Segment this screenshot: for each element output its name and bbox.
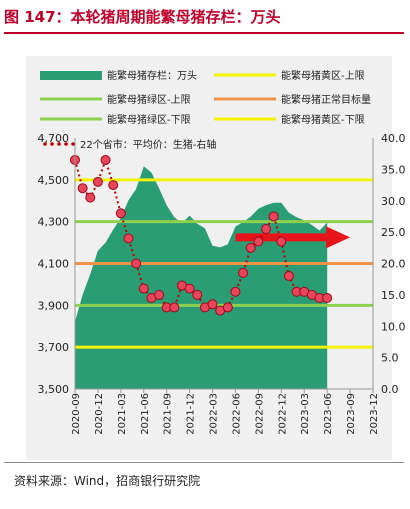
y-left-tick-label: 4,100 xyxy=(38,258,70,271)
legend-label-dots: 22个省市：平均价：生猪-右轴 xyxy=(80,138,216,151)
legend-dot-marker xyxy=(64,142,68,146)
dot-point-23 xyxy=(238,267,249,278)
dot-point-26 xyxy=(261,223,272,234)
legend-label-3: 能繁母猪正常目标量 xyxy=(281,93,371,106)
y-left-tick-label: 4,700 xyxy=(38,132,70,145)
arrow-head xyxy=(326,226,351,249)
source-note: 资料来源：Wind，招商银行研究院 xyxy=(14,474,201,488)
legend-dot-marker xyxy=(71,142,75,146)
dot-point-2 xyxy=(77,183,88,194)
dot-point-25 xyxy=(253,236,264,247)
x-tick-label: 2021-09 xyxy=(163,393,174,435)
dot-point-14 xyxy=(169,302,180,313)
x-tick-label: 2022-12 xyxy=(277,393,288,435)
y-left-tick-label: 3,700 xyxy=(38,341,70,354)
dot-point-34 xyxy=(322,293,333,304)
dots-layer xyxy=(70,154,333,316)
dot-point-5 xyxy=(100,154,111,165)
x-tick-label: 2023-12 xyxy=(369,393,380,435)
dot-point-29 xyxy=(283,271,294,282)
footer-divider xyxy=(4,462,404,463)
x-tick-label: 2022-03 xyxy=(209,393,220,435)
dot-point-6 xyxy=(108,180,119,191)
y-left-tick-label: 4,300 xyxy=(38,216,70,229)
dot-point-8 xyxy=(123,233,134,244)
x-tick-label: 2021-12 xyxy=(186,393,197,435)
x-tick-label: 2020-09 xyxy=(71,393,82,435)
legend-label-2: 能繁母猪绿区-上限 xyxy=(107,93,191,106)
dot-point-9 xyxy=(131,258,142,269)
y-right-tick-label: 10.0 xyxy=(381,320,406,333)
dot-point-7 xyxy=(115,208,126,219)
legend-swatch-0 xyxy=(40,71,102,80)
y-right-tick-label: 5.0 xyxy=(381,352,399,365)
dot-point-21 xyxy=(222,302,233,313)
x-tick-label: 2023-06 xyxy=(323,393,334,435)
legend-dot-marker xyxy=(43,142,47,146)
legend-dot-marker xyxy=(57,142,61,146)
legend-dot-marker xyxy=(50,142,54,146)
dot-point-16 xyxy=(184,283,195,294)
chart: 3,500 3,700 3,900 4,100 4,300 4,500 4,700 0.0 5.… xyxy=(26,56,406,460)
dot-point-17 xyxy=(192,289,203,300)
x-tick-label: 2022-06 xyxy=(231,393,242,435)
x-tick-label: 2022-09 xyxy=(254,393,265,435)
y-right-tick-label: 15.0 xyxy=(381,289,406,302)
dot-point-28 xyxy=(276,236,287,247)
legend-label-4: 能繁母猪绿区-下限 xyxy=(107,113,191,126)
y-right-tick-label: 30.0 xyxy=(381,195,406,208)
y-right-tick-label: 35.0 xyxy=(381,163,406,176)
x-tick-label: 2020-12 xyxy=(94,393,105,435)
axes-layer: 3,500 3,700 3,900 4,100 4,300 4,500 4,700 0.0 5.… xyxy=(38,132,406,435)
legend-label-5: 能繁母猪黄区-下限 xyxy=(281,113,365,126)
dot-point-10 xyxy=(138,283,149,294)
x-tick-label: 2021-03 xyxy=(117,393,128,435)
y-right-tick-label: 25.0 xyxy=(381,226,406,239)
y-left-tick-label: 3,900 xyxy=(38,299,70,312)
y-left-tick-label: 4,500 xyxy=(38,174,70,187)
dot-point-3 xyxy=(85,192,96,203)
legend-label-0: 能繁母猪存栏：万头 xyxy=(107,69,197,82)
x-tick-label: 2021-06 xyxy=(140,393,151,435)
y-right-tick-label: 0.0 xyxy=(381,383,399,396)
figure-title: 图 147：本轮猪周期能繁母猪存栏：万头 xyxy=(4,8,281,26)
y-right-tick-label: 20.0 xyxy=(381,258,406,271)
dot-point-19 xyxy=(207,299,218,310)
y-right-tick-label: 40.0 xyxy=(381,132,406,145)
y-left-tick-label: 3,500 xyxy=(38,383,70,396)
dot-point-12 xyxy=(154,289,165,300)
title-divider xyxy=(4,32,404,34)
legend-label-1: 能繁母猪黄区-上限 xyxy=(281,69,365,82)
dot-point-4 xyxy=(92,176,103,187)
x-tick-label: 2023-03 xyxy=(300,393,311,435)
dot-point-24 xyxy=(245,242,256,253)
dot-point-27 xyxy=(268,211,279,222)
dot-point-22 xyxy=(230,286,241,297)
x-tick-label: 2023-09 xyxy=(346,393,357,435)
